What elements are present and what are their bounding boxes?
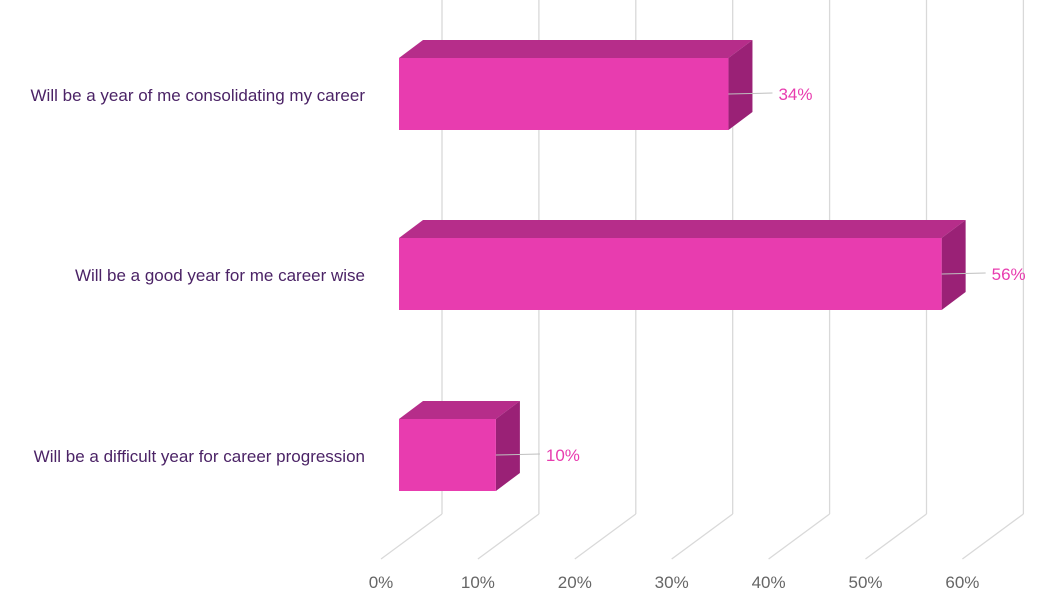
category-label: Will be a year of me consolidating my ca… <box>31 86 366 105</box>
data-label-leader <box>495 453 540 456</box>
data-label: 10% <box>546 446 580 465</box>
category-label: Will be a good year for me career wise <box>75 266 365 285</box>
category-label: Will be a difficult year for career prog… <box>34 447 365 466</box>
floor-gridline-0 <box>380 513 443 560</box>
x-tick-label: 60% <box>945 573 979 592</box>
data-label-leader <box>941 272 986 275</box>
data-label: 56% <box>992 265 1026 284</box>
bar-side-face <box>728 40 753 130</box>
bars <box>399 40 986 491</box>
x-tick-label: 0% <box>369 573 394 592</box>
x-tick-label: 30% <box>655 573 689 592</box>
floor-gridline-3 <box>671 513 734 560</box>
x-tick-label: 50% <box>848 573 882 592</box>
floor-gridline-5 <box>865 513 927 560</box>
bar-1 <box>399 220 986 310</box>
x-tick-label: 40% <box>752 573 786 592</box>
bar-front-face <box>399 419 496 491</box>
data-label: 34% <box>778 85 812 104</box>
x-tick-label: 20% <box>558 573 592 592</box>
bar-0 <box>399 40 773 130</box>
data-label-leader <box>728 92 773 95</box>
floor-gridline-4 <box>768 513 830 560</box>
floor-gridline-6 <box>962 513 1024 560</box>
bar-top-face <box>399 40 753 58</box>
bar-front-face <box>399 238 942 310</box>
floor-gridline-1 <box>477 513 540 560</box>
bar-top-face <box>399 220 966 238</box>
labels: 0% 10% 20% 30% 40% 50% 60% 34% Will be a year of… <box>31 85 1026 592</box>
bar-side-face <box>941 220 966 310</box>
x-tick-label: 10% <box>461 573 495 592</box>
bar-front-face <box>399 58 729 130</box>
bar-top-face <box>399 401 520 419</box>
bar-2 <box>399 401 540 491</box>
bar-side-face <box>495 401 520 491</box>
floor-gridline-2 <box>574 513 637 560</box>
